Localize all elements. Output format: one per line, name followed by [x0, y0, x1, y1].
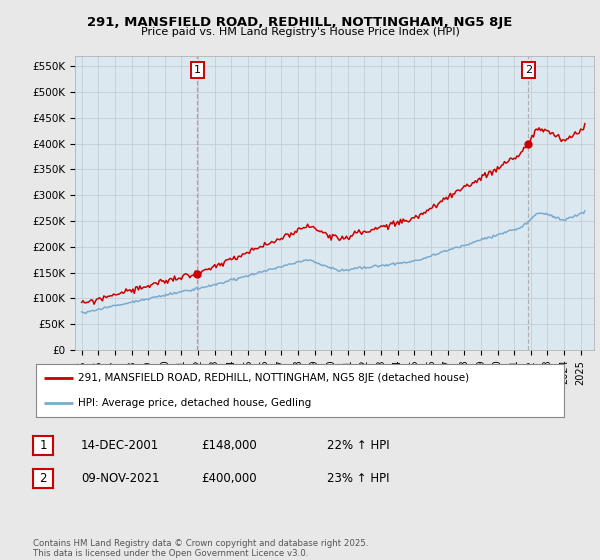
- Text: 1: 1: [40, 438, 47, 452]
- Text: HPI: Average price, detached house, Gedling: HPI: Average price, detached house, Gedl…: [78, 398, 311, 408]
- Text: £400,000: £400,000: [201, 472, 257, 486]
- Text: 14-DEC-2001: 14-DEC-2001: [81, 438, 159, 452]
- Text: 1: 1: [194, 65, 201, 75]
- Text: £148,000: £148,000: [201, 438, 257, 452]
- Text: 2: 2: [525, 65, 532, 75]
- Text: 291, MANSFIELD ROAD, REDHILL, NOTTINGHAM, NG5 8JE: 291, MANSFIELD ROAD, REDHILL, NOTTINGHAM…: [88, 16, 512, 29]
- Text: 23% ↑ HPI: 23% ↑ HPI: [327, 472, 389, 486]
- Text: Price paid vs. HM Land Registry's House Price Index (HPI): Price paid vs. HM Land Registry's House …: [140, 27, 460, 37]
- Text: 09-NOV-2021: 09-NOV-2021: [81, 472, 160, 486]
- Text: 291, MANSFIELD ROAD, REDHILL, NOTTINGHAM, NG5 8JE (detached house): 291, MANSFIELD ROAD, REDHILL, NOTTINGHAM…: [78, 374, 469, 384]
- Text: Contains HM Land Registry data © Crown copyright and database right 2025.
This d: Contains HM Land Registry data © Crown c…: [33, 539, 368, 558]
- Text: 22% ↑ HPI: 22% ↑ HPI: [327, 438, 389, 452]
- Text: 2: 2: [40, 472, 47, 486]
